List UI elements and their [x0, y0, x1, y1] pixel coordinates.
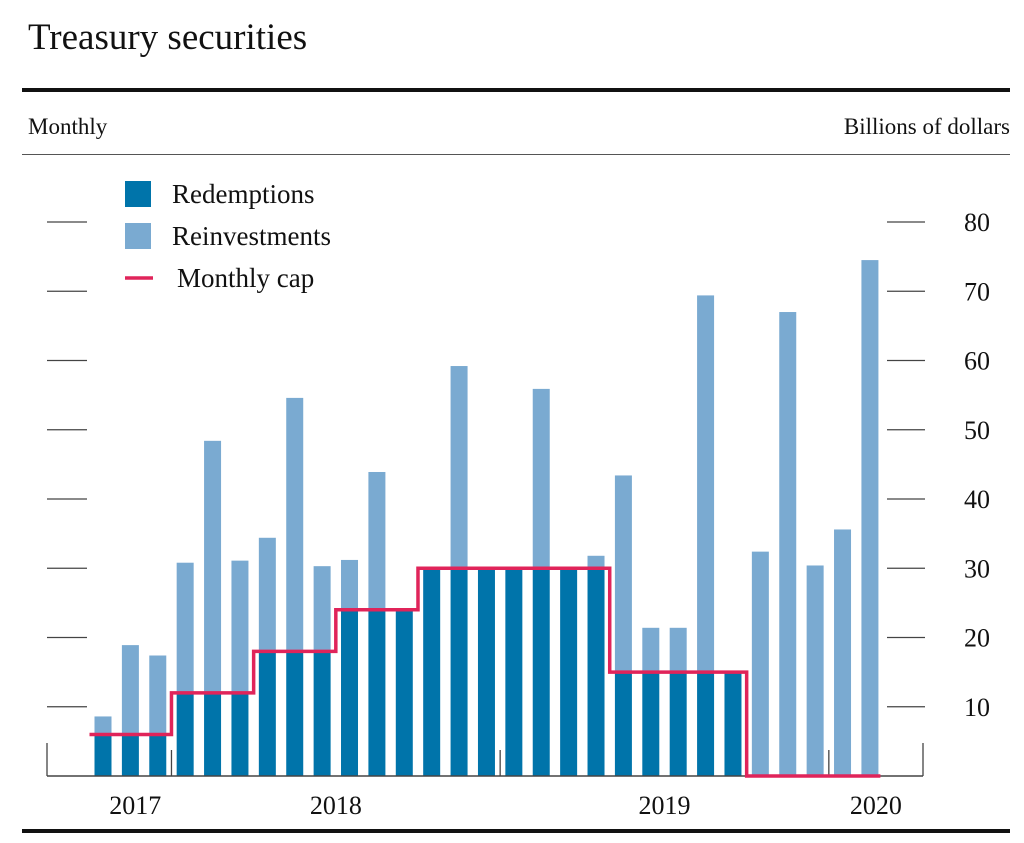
y-tick-label: 30 — [964, 554, 990, 583]
reinvestments-bar — [697, 295, 715, 673]
reinvestments-bar — [779, 312, 797, 776]
reinvestments-bar — [121, 645, 139, 735]
frequency-note: Monthly — [28, 114, 108, 139]
x-year-label: 2018 — [310, 791, 362, 820]
legend-label: Redemptions — [172, 179, 315, 209]
y-tick-label: 80 — [964, 208, 990, 237]
redemptions-bar — [587, 568, 605, 776]
reinvestments-bar — [94, 716, 112, 735]
redemptions-bar — [94, 734, 112, 776]
redemptions-bar — [258, 651, 276, 776]
redemptions-bar — [724, 672, 742, 776]
reinvestments-bar — [450, 366, 468, 569]
reinvestments-bar — [834, 529, 852, 776]
reinvestments-bar — [313, 566, 331, 652]
redemptions-bar — [560, 568, 578, 776]
legend-swatch-redemptions — [125, 181, 151, 207]
redemptions-bar — [532, 568, 550, 776]
y-tick-label: 50 — [964, 416, 990, 445]
reinvestments-bar — [286, 397, 304, 652]
monthly-cap-line — [89, 566, 881, 778]
y-tick-label: 70 — [964, 277, 990, 306]
redemptions-bar — [669, 672, 687, 776]
redemptions-bar — [313, 651, 331, 776]
reinvestments-bar — [614, 475, 632, 673]
legend-swatch-reinvestments — [125, 223, 151, 249]
reinvestments-bar — [231, 560, 249, 693]
y-tick-label: 60 — [964, 347, 990, 376]
reinvestments-bar — [204, 440, 222, 693]
legend-label: Reinvestments — [172, 221, 331, 251]
redemptions-bar — [477, 568, 495, 776]
redemptions-bar — [368, 609, 386, 776]
reinvestments-bar — [806, 565, 824, 776]
y-tick-label: 10 — [964, 693, 990, 722]
redemptions-bar — [423, 568, 441, 776]
redemptions-bar — [614, 672, 632, 776]
reinvestments-bar — [341, 559, 359, 610]
redemptions-bar — [642, 672, 660, 776]
reinvestments-bar — [176, 562, 194, 693]
x-year-label: 2019 — [638, 791, 690, 820]
redemptions-bar — [395, 609, 413, 776]
reinvestments-bar — [642, 627, 660, 673]
reinvestments-bar — [532, 388, 550, 569]
reinvestments-bar — [669, 627, 687, 673]
redemptions-bar — [286, 651, 304, 776]
header-rule — [22, 154, 1010, 155]
y-tick-label: 20 — [964, 624, 990, 653]
x-year-label: 2020 — [850, 791, 902, 820]
legend-label: Monthly cap — [177, 263, 314, 293]
y-tick-label: 40 — [964, 485, 990, 514]
unit-note: Billions of dollars — [843, 114, 1010, 139]
reinvestments-bar — [861, 260, 879, 776]
redemptions-bar — [204, 692, 222, 776]
redemptions-bar — [341, 609, 359, 776]
x-year-label: 2017 — [109, 791, 161, 820]
reinvestments-bar — [751, 551, 769, 776]
chart-title: Treasury securities — [28, 17, 308, 58]
redemptions-bar — [149, 734, 167, 776]
redemptions-bar — [176, 692, 194, 776]
redemptions-bar — [121, 734, 139, 776]
reinvestments-bar — [587, 555, 605, 569]
reinvestments-bar — [149, 655, 167, 735]
redemptions-bar — [231, 692, 249, 776]
reinvestments-bar — [368, 471, 386, 610]
bottom-rule — [22, 829, 1010, 833]
reinvestments-bar — [258, 537, 276, 652]
redemptions-bar — [505, 568, 523, 776]
redemptions-bar — [697, 672, 715, 776]
top-rule — [22, 88, 1010, 92]
redemptions-bar — [450, 568, 468, 776]
